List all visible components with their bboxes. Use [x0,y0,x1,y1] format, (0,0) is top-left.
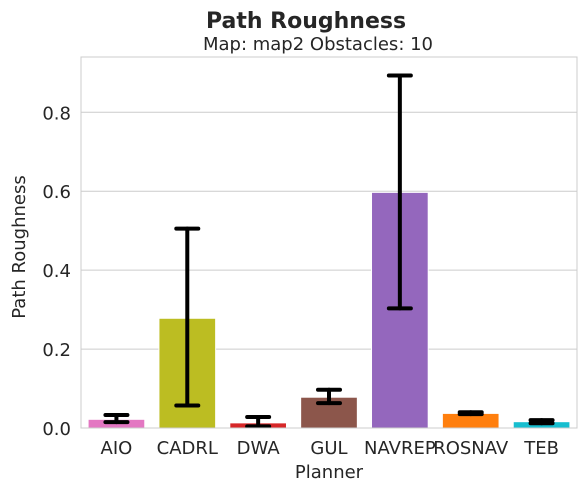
y-tick-label: 0.2 [42,340,71,361]
x-tick-label: TEB [523,438,559,459]
plot-frame [80,56,578,429]
x-tick-label: DWA [237,438,281,459]
x-tick-label: CADRL [157,438,218,459]
x-tick-label: NAVREP [364,438,436,459]
error-bar-rosnav [457,410,484,417]
y-tick-label: 0.8 [42,103,71,124]
x-axis-label: Planner [295,462,364,483]
error-bar-teb [528,418,555,426]
x-tick-label: AIO [101,438,133,459]
x-tick-label: ROSNAV [433,438,509,459]
y-axis-label: Path Roughness [9,175,30,318]
error-bar-gul [316,387,342,406]
y-tick-label: 0.0 [42,419,71,440]
grid-lines [81,111,577,429]
chart-title: Path Roughness [206,9,406,34]
y-tick-label: 0.6 [42,182,71,203]
error-bar-navrep [386,73,413,311]
chart-subtitle: Map: map2 Obstacles: 10 [203,34,433,55]
error-bar-aio [103,412,130,425]
error-bars [103,73,555,429]
y-axis-ticks: 0.0 0.2 0.4 0.6 0.8 [42,103,71,440]
error-bar-cadrl [174,226,201,408]
y-tick-label: 0.4 [42,261,71,282]
error-bar-dwa [245,414,272,429]
x-tick-label: GUL [310,438,347,459]
